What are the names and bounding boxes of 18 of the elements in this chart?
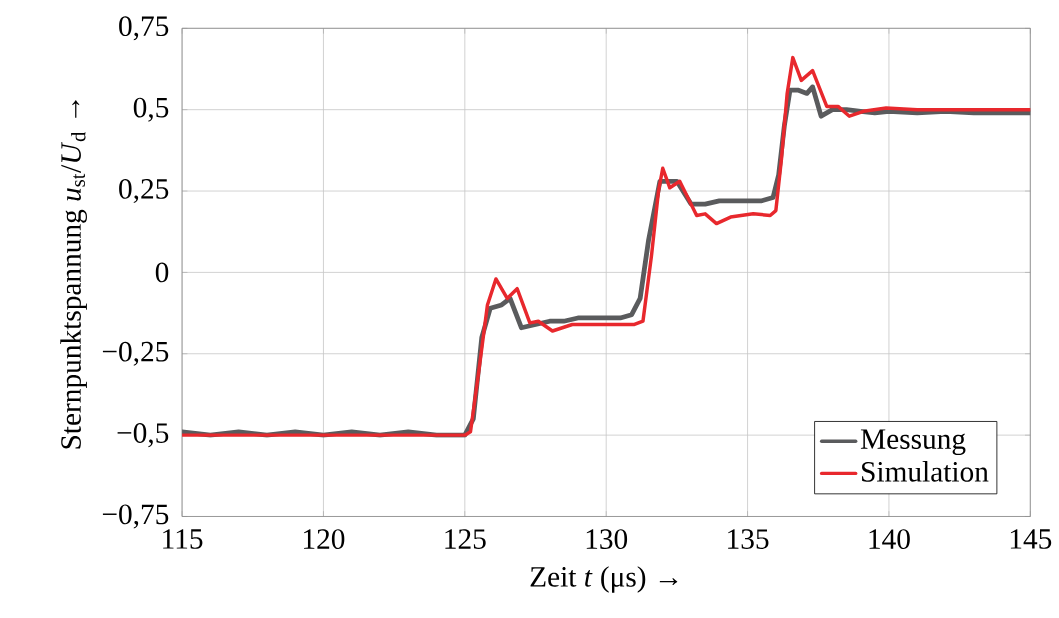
x-tick-label: 130 xyxy=(586,529,628,550)
x-tick-label: 115 xyxy=(163,529,203,550)
legend-label: Simulation xyxy=(862,461,989,482)
y-axis-title: Sternpunktspannung u$_{st}$/U$_{d}$ → xyxy=(60,100,87,449)
y-tick-label: −0,75 xyxy=(102,504,169,529)
x-tick-label: 140 xyxy=(869,529,910,550)
y-tick-label: −0,5 xyxy=(117,423,169,448)
x-tick-label: 120 xyxy=(304,529,345,550)
x-tick-label: 145 xyxy=(1010,529,1052,550)
y-tick-label: 0,75 xyxy=(119,16,169,41)
x-axis-title: Zeit t (μs) → xyxy=(530,566,678,594)
y-tick-label: 0 xyxy=(155,262,169,283)
y-tick-label: −0,25 xyxy=(102,341,169,367)
legend-label: Messung xyxy=(860,429,966,456)
x-tick-label: 135 xyxy=(728,529,769,550)
y-tick-label: 0,25 xyxy=(119,179,169,204)
x-tick-label: 125 xyxy=(445,529,486,550)
y-tick-label: 0,5 xyxy=(133,97,169,122)
